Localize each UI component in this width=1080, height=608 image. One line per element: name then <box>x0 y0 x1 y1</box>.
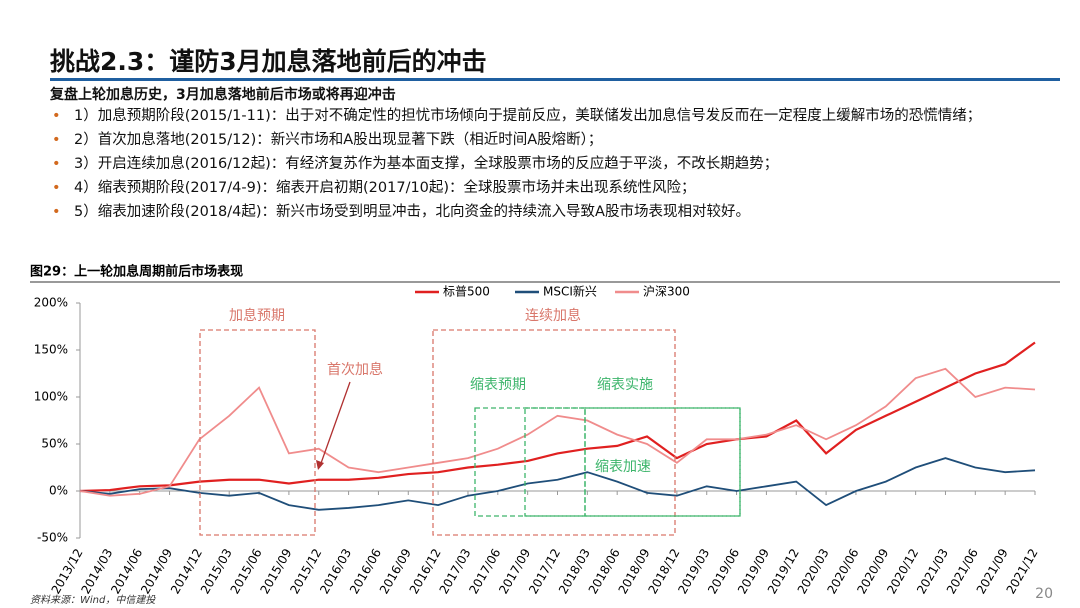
bullet: 3）开启连续加息(2016/12起)：有经济复苏作为基本面支撑，全球股票市场的反… <box>52 152 1034 176</box>
legend-label: MSCI新兴 <box>543 284 597 299</box>
y-tick-label: 150% <box>34 343 68 357</box>
subtitle: 复盘上轮加息历史，3月加息落地前后市场或将再迎冲击 <box>50 87 396 103</box>
annotation-box <box>474 407 586 517</box>
annotation-label: 缩表预期 <box>470 377 526 393</box>
annotation-arrowhead <box>316 460 324 470</box>
legend-label: 标普500 <box>443 285 490 299</box>
series-line <box>79 341 1036 493</box>
chart-title: 图29：上一轮加息周期前后市场表现 <box>30 264 243 280</box>
y-tick-label: 50% <box>41 437 68 451</box>
bullet: 4）缩表预期阶段(2017/4-9)：缩表开启初期(2017/10起)：全球股票… <box>52 176 1034 200</box>
y-tick-label: 0% <box>49 484 68 498</box>
annotation-label: 连续加息 <box>525 307 581 324</box>
annotation-box <box>432 329 676 536</box>
source: 资料来源：Wind，中信建投 <box>30 594 156 606</box>
annotation-label: 首次加息 <box>327 361 383 378</box>
y-tick-label: 200% <box>34 296 68 310</box>
annotation-arrow <box>319 381 351 467</box>
annotation-box <box>199 329 316 536</box>
y-tick-label: 100% <box>34 390 68 404</box>
series-line <box>79 457 1036 511</box>
title-rule <box>50 78 1060 81</box>
annotation-label: 加息预期 <box>229 307 285 324</box>
legend-label: 沪深300 <box>643 285 690 299</box>
bullet: 1）加息预期阶段(2015/1-11)：出于对不确定性的担忧市场倾向于提前反应，… <box>52 104 1034 128</box>
bullet: 5）缩表加速阶段(2018/4起)：新兴市场受到明显冲击，北向资金的持续流入导致… <box>52 200 1034 224</box>
annotation-label: 缩表实施 <box>597 377 653 393</box>
slide-title: 挑战2.3：谨防3月加息落地前后的冲击 <box>50 47 487 76</box>
y-tick-label: -50% <box>37 531 68 545</box>
page-number: 20 <box>1035 586 1053 602</box>
bullet: 2）首次加息落地(2015/12)：新兴市场和A股出现显著下跌（相近时间A股熔断… <box>52 128 1034 152</box>
bullet-list: 1）加息预期阶段(2015/1-11)：出于对不确定性的担忧市场倾向于提前反应，… <box>48 104 1034 224</box>
annotation-label: 缩表加速 <box>595 459 651 475</box>
series-line <box>79 367 1036 497</box>
annotation-box <box>584 407 741 517</box>
